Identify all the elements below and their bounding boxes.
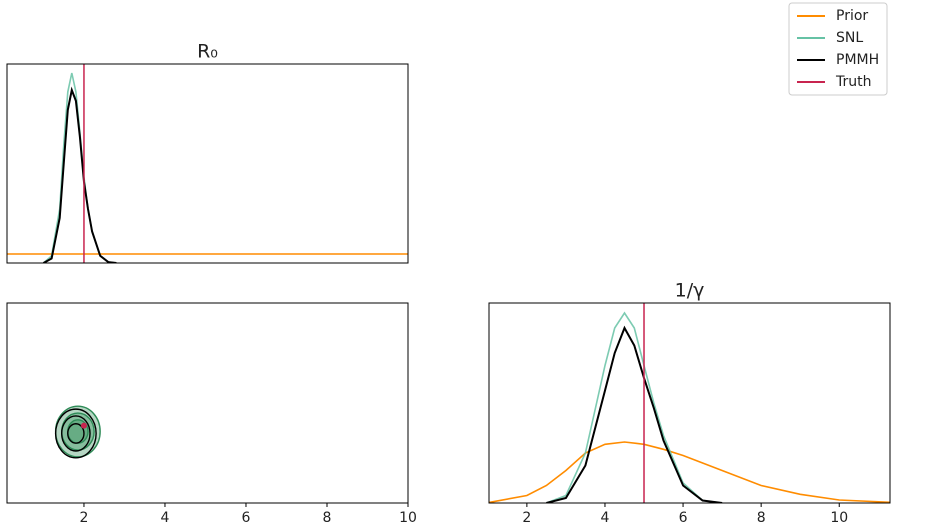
frame [488, 302, 891, 504]
x-tick-label: 6 [679, 510, 688, 526]
legend-label: Truth [835, 74, 872, 90]
legend: Prior SNL PMMH Truth [788, 2, 888, 96]
frame [6, 63, 409, 264]
x-tick-label: 6 [242, 510, 251, 526]
plot-area [7, 64, 408, 263]
contour [67, 423, 85, 444]
x-tick-label: 4 [161, 510, 170, 526]
x-tick-label: 4 [601, 510, 610, 526]
density-line [43, 86, 117, 263]
x-tick-label: 10 [399, 510, 417, 526]
legend-box [788, 2, 888, 96]
x-tick-label: 8 [757, 510, 766, 526]
plot-area [489, 303, 890, 503]
density-line [546, 311, 723, 503]
frame [6, 302, 409, 504]
density-line [546, 325, 723, 503]
truth-point [80, 422, 87, 429]
x-tick-label: 2 [522, 510, 531, 526]
legend-label: SNL [836, 30, 863, 46]
density-line [42, 72, 117, 263]
contour [60, 415, 91, 452]
plot-area [54, 405, 101, 459]
legend-label: PMMH [836, 52, 879, 68]
x-tick-label: 10 [830, 510, 848, 526]
panel-title: 1/γ [675, 280, 705, 302]
x-tick-label: 8 [323, 510, 332, 526]
legend-label: Prior [836, 8, 868, 24]
x-tick-label: 2 [79, 510, 88, 526]
panel-title: R₀ [197, 41, 218, 63]
contour [54, 408, 97, 459]
density-line [489, 441, 890, 503]
